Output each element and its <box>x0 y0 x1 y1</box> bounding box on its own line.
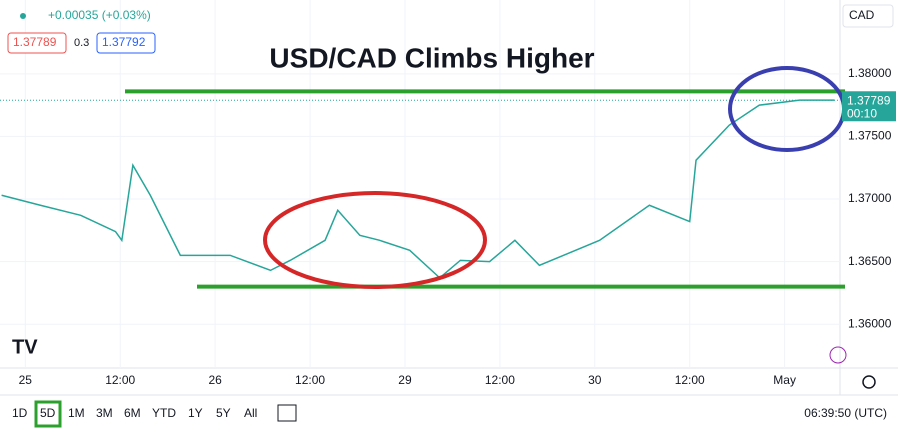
price-line <box>1 99 835 279</box>
x-tick-label: 30 <box>588 373 602 387</box>
range-button[interactable]: YTD <box>152 406 176 420</box>
range-button[interactable]: 5Y <box>216 406 231 420</box>
y-tick-label: 1.36000 <box>848 316 892 330</box>
plot <box>0 0 845 368</box>
x-tick-label: 12:00 <box>105 373 135 387</box>
ask-box[interactable] <box>96 32 156 54</box>
range-button[interactable]: 1D <box>12 406 28 420</box>
range-button[interactable]: All <box>244 406 257 420</box>
range-button[interactable]: 6M <box>124 406 141 420</box>
x-tick-label: 12:00 <box>485 373 515 387</box>
y-tick-label: 1.36500 <box>848 254 892 268</box>
change: +0.00035 (+0.03%) <box>48 8 151 22</box>
x-tick-label: 12:00 <box>675 373 705 387</box>
range-button[interactable]: 1Y <box>188 406 203 420</box>
y-tick-label: 1.38000 <box>848 66 892 80</box>
ask[interactable]: 1.37792 <box>102 35 146 49</box>
range-button[interactable]: 3M <box>96 406 113 420</box>
range-selected <box>34 400 62 428</box>
spread: 0.3 <box>74 37 89 49</box>
x-tick-label: 25 <box>19 373 33 387</box>
x-tick-label: 12:00 <box>295 373 325 387</box>
x-tick-label: 29 <box>398 373 412 387</box>
highlight-ellipse <box>263 191 487 289</box>
chart-title: USD/CAD Climbs Higher <box>269 42 594 73</box>
icon[interactable] <box>829 346 847 364</box>
countdown: 00:10 <box>847 106 877 120</box>
range-button[interactable]: 1M <box>68 406 85 420</box>
y-tick-label: 1.37500 <box>848 129 892 143</box>
bid-box[interactable] <box>7 32 67 54</box>
clock: 06:39:50 (UTC) <box>804 406 887 420</box>
last-price: 1.37789 <box>847 93 891 107</box>
logo: TV <box>12 336 38 358</box>
range-button[interactable]: 5D <box>40 406 56 420</box>
calendar-icon[interactable] <box>277 404 297 422</box>
x-tick-label: 26 <box>208 373 222 387</box>
currency[interactable]: CAD <box>849 8 875 22</box>
currency-button[interactable] <box>842 4 894 28</box>
x-tick-label: May <box>773 373 796 387</box>
bid[interactable]: 1.37789 <box>13 35 57 49</box>
last-price-box <box>842 91 896 122</box>
status-dot <box>20 13 26 19</box>
y-tick-label: 1.37000 <box>848 191 892 205</box>
settings-icon[interactable] <box>862 375 876 389</box>
